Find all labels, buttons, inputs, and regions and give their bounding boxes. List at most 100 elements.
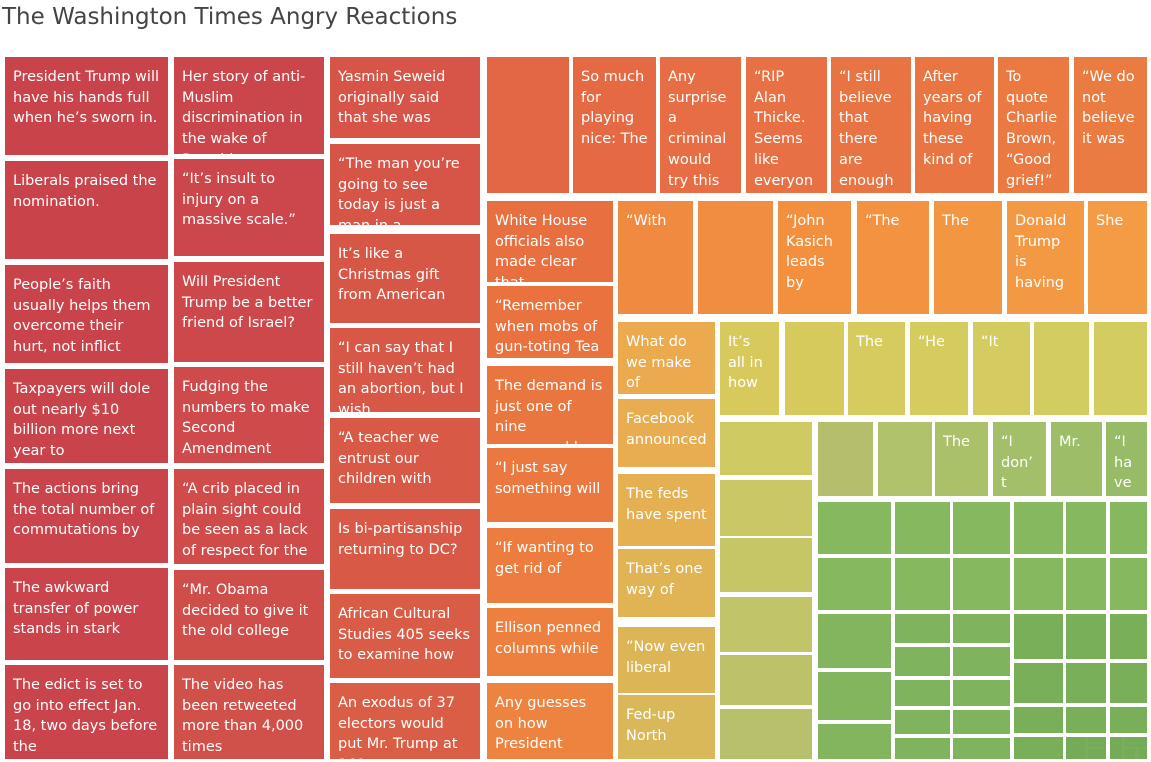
- treemap-tile[interactable]: So much for playing nice: The: [573, 57, 656, 193]
- treemap-tile-small[interactable]: [1110, 614, 1147, 659]
- treemap-tile[interactable]: “With: [618, 201, 693, 314]
- treemap-tile-small[interactable]: [1066, 614, 1106, 659]
- treemap-tile-small[interactable]: [953, 647, 1010, 676]
- treemap-tile-small[interactable]: [1110, 737, 1122, 759]
- treemap-tile[interactable]: “It: [973, 322, 1030, 415]
- treemap-tile[interactable]: “It’s insult to injury on a massive scal…: [174, 159, 324, 256]
- treemap-tile-small[interactable]: [818, 724, 891, 759]
- treemap-tile[interactable]: Any guesses on how President: [487, 683, 613, 759]
- treemap-tile[interactable]: Any surprise a criminal would try this: [660, 57, 741, 193]
- treemap-tile[interactable]: The awkward transfer of power stands in …: [5, 568, 168, 660]
- treemap-tile[interactable]: It’s all in how: [720, 322, 779, 415]
- treemap-tile[interactable]: Fed-up North: [618, 695, 715, 759]
- treemap-tile[interactable]: Her story of anti-Muslim discrimination …: [174, 57, 324, 154]
- treemap-tile-small[interactable]: [895, 558, 950, 610]
- treemap-tile-small[interactable]: [1110, 663, 1147, 703]
- treemap-tile[interactable]: “RIP Alan Thicke. Seems like everyone: [746, 57, 827, 193]
- treemap-tile[interactable]: ”Now even liberal: [618, 627, 715, 693]
- treemap-tile-small[interactable]: [953, 614, 1010, 643]
- treemap-tile-small[interactable]: [1088, 749, 1106, 759]
- treemap-tile-small[interactable]: [818, 672, 891, 720]
- treemap-tile[interactable]: Donald Trump is having: [1007, 201, 1084, 314]
- treemap-tile[interactable]: “Mr. Obama decided to give it the old co…: [174, 570, 324, 660]
- treemap-tile[interactable]: The: [934, 201, 1002, 314]
- treemap-tile[interactable]: [720, 597, 812, 652]
- treemap-tile[interactable]: [818, 422, 873, 496]
- treemap-tile-small[interactable]: [953, 710, 1010, 734]
- treemap-tile[interactable]: “I still believe that there are enough: [831, 57, 911, 193]
- treemap-tile[interactable]: Fudging the numbers to make Second Amend…: [174, 367, 324, 463]
- treemap-tile-small[interactable]: [895, 710, 950, 734]
- treemap-tile-small[interactable]: [953, 502, 1010, 554]
- treemap-tile-small[interactable]: [1014, 663, 1063, 703]
- treemap-tile-small[interactable]: [895, 647, 950, 676]
- treemap-tile[interactable]: “John Kasich leads by: [778, 201, 851, 314]
- treemap-tile-small[interactable]: [1110, 502, 1147, 554]
- treemap-tile[interactable]: “Remember when mobs of gun-toting Tea: [487, 286, 613, 358]
- treemap-tile-small[interactable]: [1014, 737, 1063, 759]
- treemap-tile[interactable]: “The man you’re going to see today is ju…: [330, 144, 480, 225]
- treemap-tile[interactable]: Facebook announced: [618, 399, 715, 467]
- treemap-tile[interactable]: Will President Trump be a better friend …: [174, 262, 324, 362]
- treemap-tile-small[interactable]: [1110, 707, 1147, 733]
- treemap-tile-small[interactable]: [895, 614, 950, 643]
- treemap-tile-small[interactable]: [1014, 614, 1063, 659]
- treemap-tile[interactable]: [785, 322, 844, 415]
- treemap-tile-small[interactable]: [1125, 749, 1135, 759]
- treemap-tile[interactable]: After years of having these kind of: [915, 57, 994, 193]
- treemap-tile[interactable]: Yasmin Seweid originally said that she w…: [330, 57, 480, 138]
- treemap-tile[interactable]: “A teacher we entrust our children with: [330, 418, 480, 503]
- treemap-tile-small[interactable]: [1066, 707, 1106, 733]
- treemap-tile-small[interactable]: [895, 738, 950, 759]
- treemap-tile[interactable]: The: [848, 322, 905, 415]
- treemap-tile-small[interactable]: [1014, 707, 1063, 733]
- treemap-tile[interactable]: “I just say something will: [487, 448, 613, 522]
- treemap-tile[interactable]: The video has been retweeted more than 4…: [174, 665, 324, 759]
- treemap-tile-small[interactable]: [1125, 737, 1147, 747]
- treemap-tile-small[interactable]: [895, 502, 950, 554]
- treemap-tile[interactable]: President Trump will have his hands full…: [5, 57, 168, 155]
- treemap-tile[interactable]: Is bi-partisanship returning to DC?: [330, 509, 480, 589]
- treemap-tile[interactable]: It’s like a Christmas gift from American: [330, 234, 480, 323]
- treemap-tile-small[interactable]: [1014, 502, 1063, 554]
- treemap-tile-small[interactable]: [1066, 663, 1106, 703]
- treemap-tile-small[interactable]: [818, 502, 891, 554]
- treemap-tile-small[interactable]: [1066, 558, 1106, 610]
- treemap-tile-small[interactable]: [1088, 737, 1106, 747]
- treemap-tile[interactable]: [1094, 322, 1147, 415]
- treemap-tile[interactable]: [720, 709, 812, 759]
- treemap-tile[interactable]: To quote Charlie Brown, “Good grief!”: [998, 57, 1069, 193]
- treemap-tile[interactable]: An exodus of 37 electors would put Mr. T…: [330, 683, 480, 759]
- treemap-tile[interactable]: Mr.: [1051, 422, 1102, 496]
- treemap-tile[interactable]: African Cultural Studies 405 seeks to ex…: [330, 594, 480, 678]
- treemap-tile[interactable]: “He: [910, 322, 968, 415]
- treemap-tile[interactable]: [720, 538, 812, 592]
- treemap-tile[interactable]: “We do not believe it was: [1074, 57, 1147, 193]
- treemap-tile-small[interactable]: [1138, 749, 1147, 759]
- treemap-tile[interactable]: [720, 422, 812, 475]
- treemap-tile-small[interactable]: [1066, 737, 1085, 759]
- treemap-tile[interactable]: White House officials also made clear th…: [487, 201, 613, 282]
- treemap-tile-small[interactable]: [953, 558, 1010, 610]
- treemap-tile-small[interactable]: [818, 558, 891, 610]
- treemap-tile[interactable]: The demand is just one of nine expressed…: [487, 366, 613, 444]
- treemap-tile[interactable]: [487, 57, 569, 193]
- treemap-tile[interactable]: The edict is set to go into effect Jan. …: [5, 665, 168, 759]
- treemap-tile-small[interactable]: [953, 680, 1010, 706]
- treemap-tile[interactable]: What do we make of: [618, 322, 715, 394]
- treemap-tile[interactable]: The feds have spent: [618, 474, 715, 546]
- treemap-tile[interactable]: [698, 201, 773, 314]
- treemap-tile[interactable]: She: [1088, 201, 1147, 314]
- treemap-tile[interactable]: People’s faith usually helps them overco…: [5, 265, 168, 363]
- treemap-tile[interactable]: Ellison penned columns while: [487, 608, 613, 676]
- treemap-tile[interactable]: “If wanting to get rid of: [487, 528, 613, 603]
- treemap-tile-small[interactable]: [1014, 558, 1063, 610]
- treemap-tile-small[interactable]: [895, 680, 950, 706]
- treemap-tile[interactable]: “I can say that I still haven’t had an a…: [330, 328, 480, 412]
- treemap-tile[interactable]: “A crib placed in plain sight could be s…: [174, 469, 324, 564]
- treemap-tile[interactable]: [720, 480, 812, 536]
- treemap-tile[interactable]: The: [935, 422, 988, 496]
- treemap-tile[interactable]: [1034, 322, 1089, 415]
- treemap-tile[interactable]: “The: [857, 201, 929, 314]
- treemap-tile-small[interactable]: [1110, 558, 1147, 610]
